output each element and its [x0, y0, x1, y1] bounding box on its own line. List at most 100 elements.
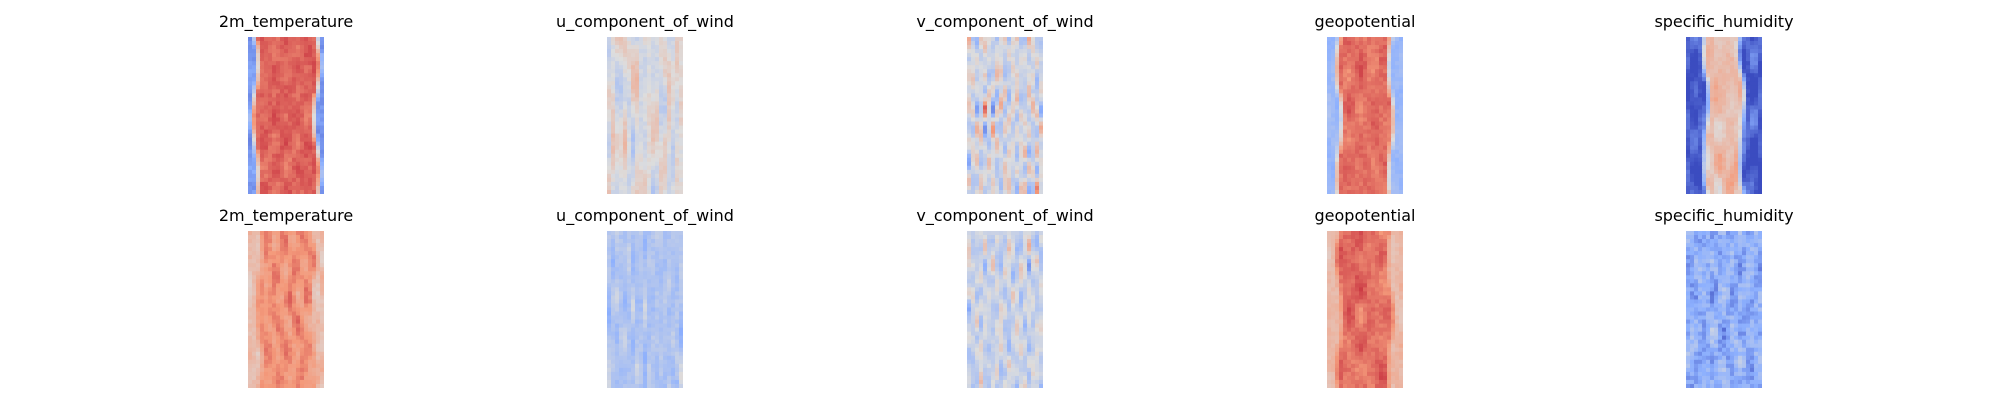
heatmap-cell — [1702, 41, 1707, 46]
heatmap-cell — [1730, 105, 1735, 111]
heatmap-cell — [304, 275, 309, 280]
heatmap-cell — [1015, 129, 1020, 135]
heatmap-cell — [1375, 65, 1380, 70]
heatmap-cell — [280, 133, 285, 139]
heatmap-cell — [260, 101, 265, 107]
heatmap-cell — [1371, 125, 1376, 131]
heatmap-cell — [651, 157, 656, 163]
heatmap-cell — [308, 97, 313, 103]
heatmap-cell — [639, 311, 644, 317]
heatmap-cell — [1722, 41, 1727, 46]
heatmap-cell — [264, 121, 269, 127]
heatmap-cell — [1383, 189, 1388, 194]
heatmap-cell — [1730, 137, 1735, 143]
heatmap-canvas — [607, 231, 683, 388]
heatmap-cell — [284, 177, 289, 183]
heatmap-cell — [1331, 41, 1336, 46]
heatmap-cell — [659, 93, 664, 98]
heatmap-cell — [991, 145, 996, 151]
heatmap-cell — [979, 121, 984, 127]
heatmap-cell — [995, 153, 1000, 159]
heatmap-cell — [627, 339, 632, 345]
heatmap-cell — [272, 157, 277, 163]
heatmap-cell — [1746, 137, 1751, 143]
heatmap-cell — [1391, 121, 1396, 127]
heatmap-cell — [1327, 181, 1332, 187]
heatmap-cell — [1391, 157, 1396, 163]
heatmap-cell — [1718, 109, 1723, 115]
heatmap-cell — [276, 331, 281, 337]
heatmap-cell — [304, 85, 309, 90]
heatmap-cell — [1019, 85, 1024, 90]
heatmap-cell — [252, 239, 257, 244]
heatmap-cell — [983, 181, 988, 187]
heatmap-cell — [1379, 69, 1384, 74]
heatmap-cell — [639, 81, 644, 86]
heatmap-cell — [1015, 141, 1020, 147]
heatmap-cell — [312, 85, 317, 90]
heatmap-cell — [635, 57, 640, 62]
heatmap-cell — [1359, 125, 1364, 131]
heatmap-cell — [983, 117, 988, 123]
heatmap-cell — [1335, 53, 1340, 58]
heatmap-cell — [995, 125, 1000, 131]
heatmap-cell — [312, 173, 317, 179]
heatmap-cell — [1335, 69, 1340, 74]
heatmap-cell — [675, 303, 680, 309]
heatmap-cell — [264, 235, 269, 240]
heatmap-cell — [675, 251, 680, 256]
heatmap-cell — [316, 57, 321, 62]
heatmap-cell — [1734, 53, 1739, 58]
heatmap-cell — [1391, 85, 1396, 90]
heatmap-cell — [655, 141, 660, 147]
heatmap-cell — [1686, 117, 1691, 123]
heatmap-cell — [1031, 121, 1036, 127]
heatmap-cell — [300, 69, 305, 74]
heatmap-cell — [987, 189, 992, 194]
heatmap-cell — [663, 283, 668, 288]
heatmap-cell — [675, 145, 680, 151]
heatmap-cell — [663, 73, 668, 78]
heatmap-cell — [643, 231, 648, 236]
heatmap-cell — [615, 279, 620, 284]
heatmap-cell — [667, 327, 672, 333]
heatmap-cell — [1730, 37, 1735, 42]
heatmap-cell — [607, 271, 612, 276]
heatmap-cell — [1003, 129, 1008, 135]
heatmap-cell — [284, 375, 289, 381]
heatmap-cell — [995, 113, 1000, 119]
heatmap-cell — [1690, 65, 1695, 70]
heatmap-cell — [288, 57, 293, 62]
heatmap-cell — [300, 251, 305, 256]
heatmap-cell — [1706, 181, 1711, 187]
heatmap-cell — [659, 323, 664, 329]
heatmap-cell — [983, 45, 988, 50]
heatmap-cell — [647, 121, 652, 127]
heatmap-cell — [300, 319, 305, 325]
heatmap-cell — [627, 259, 632, 264]
heatmap-cell — [667, 323, 672, 329]
heatmap-cell — [1359, 137, 1364, 143]
heatmap-cell — [1395, 41, 1400, 46]
heatmap-cell — [252, 113, 257, 119]
heatmap-cell — [288, 351, 293, 357]
heatmap-cell — [1019, 69, 1024, 74]
heatmap-cell — [320, 299, 324, 305]
heatmap-cell — [1031, 73, 1036, 78]
heatmap-cell — [304, 335, 309, 341]
heatmap-cell — [1367, 161, 1372, 167]
heatmap-cell — [667, 299, 672, 305]
heatmap-cell — [268, 315, 273, 321]
heatmap-cell — [1387, 145, 1392, 151]
heatmap-cell — [300, 375, 305, 381]
heatmap-cell — [1730, 109, 1735, 115]
heatmap-cell — [663, 109, 668, 115]
heatmap-cell — [975, 181, 980, 187]
heatmap-cell — [276, 125, 281, 131]
heatmap-cell — [272, 311, 277, 317]
heatmap-cell — [1395, 173, 1400, 179]
heatmap-cell — [619, 247, 624, 252]
heatmap-cell — [651, 109, 656, 115]
heatmap-cell — [316, 363, 321, 369]
heatmap-cell — [1706, 101, 1711, 107]
